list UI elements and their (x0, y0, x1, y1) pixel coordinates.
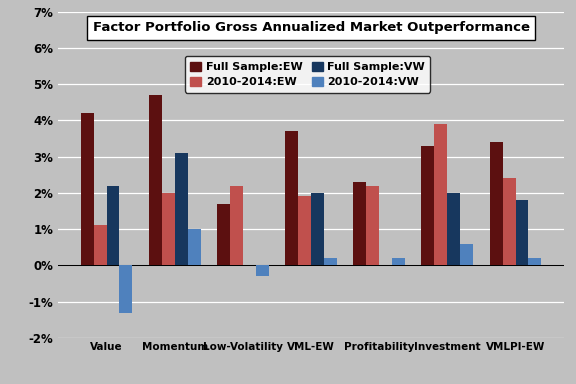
Bar (81, 113, 93, 265)
Bar (392, 258, 405, 265)
Bar (119, 265, 132, 313)
Bar (285, 131, 298, 265)
Bar (162, 193, 175, 265)
Legend: Full Sample:EW, 2010-2014:EW, Full Sample:VW, 2010-2014:VW: Full Sample:EW, 2010-2014:EW, Full Sampl… (185, 56, 430, 93)
Bar (324, 258, 337, 265)
Bar (298, 197, 311, 265)
Bar (516, 200, 529, 265)
Bar (434, 124, 448, 265)
Bar (107, 185, 119, 265)
Bar (217, 204, 230, 265)
Bar (448, 193, 460, 265)
Bar (529, 258, 541, 265)
Text: Factor Portfolio Gross Annualized Market Outperformance: Factor Portfolio Gross Annualized Market… (93, 22, 529, 34)
Bar (175, 153, 188, 265)
Bar (149, 95, 162, 265)
Bar (503, 178, 516, 265)
Bar (353, 182, 366, 265)
Bar (490, 142, 503, 265)
Bar (460, 243, 473, 265)
Bar (311, 193, 324, 265)
Bar (93, 225, 107, 265)
Bar (422, 146, 434, 265)
Bar (256, 265, 269, 276)
Bar (366, 185, 379, 265)
Bar (230, 185, 243, 265)
Bar (188, 229, 200, 265)
